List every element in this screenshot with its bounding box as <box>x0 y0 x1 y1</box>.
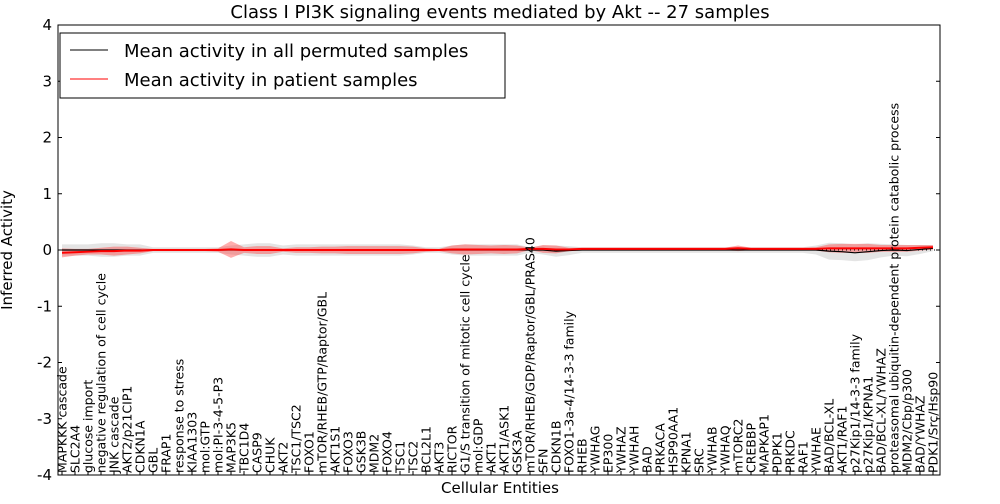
y-tick-label: -2 <box>37 354 52 372</box>
x-tick-label: CHUK <box>263 437 278 473</box>
x-tick-label: TSC1/TSC2 <box>289 404 304 474</box>
x-tick-label: AKT2/p21CIP1 <box>120 386 135 473</box>
x-tick-label: RICTOR <box>445 425 460 473</box>
x-tick-label: GSK3B <box>354 431 369 473</box>
x-tick-label: PDPK1 <box>770 432 785 473</box>
x-tick-label: AKT1 <box>484 442 499 473</box>
y-axis-label: Inferred Activity <box>0 190 16 310</box>
plot-frame <box>57 24 941 476</box>
legend: Mean activity in all permuted samples Me… <box>59 32 506 99</box>
x-tick-label: CASP9 <box>250 432 265 473</box>
x-tick-label: mTOR/RHEB/GDP/Raptor/GBL/PRAS40 <box>523 237 538 473</box>
x-tick-label: TBC1D4 <box>237 423 252 474</box>
x-tick-label: p27Kip1/KPNA1 <box>861 376 876 473</box>
x-tick-label: CREBBP <box>744 423 759 473</box>
x-tick-label: SRC <box>692 448 707 473</box>
y-tick-label: -1 <box>37 297 52 315</box>
y-tick-label: 3 <box>42 72 52 90</box>
x-tick-label: AKT1/RAF1 <box>835 406 850 473</box>
x-tick-label: RAF1 <box>796 441 811 473</box>
x-tick-label: YWHAE <box>809 427 824 474</box>
x-tick-label: MAPKAP1 <box>757 414 772 473</box>
x-tick-label: TSC2 <box>406 441 421 474</box>
series-line-patient <box>61 246 934 254</box>
x-tick-label: mol:GTP <box>198 421 213 473</box>
legend-label-patient: Mean activity in patient samples <box>124 70 418 91</box>
y-tick-label: 0 <box>42 241 52 259</box>
x-tick-label: YWHAZ <box>614 426 629 474</box>
x-tick-label: SLC2A4 <box>68 425 83 473</box>
x-tick-label: mol:PI-3-4-5-P3 <box>211 377 226 473</box>
x-tick-label: FRAP1 <box>159 434 174 473</box>
legend-label-permuted: Mean activity in all permuted samples <box>124 41 468 62</box>
x-tick-label: proteasomal ubiquitin-dependent protein … <box>887 103 902 473</box>
x-tick-label: mol:GDP <box>471 418 486 473</box>
x-tick-label: BAD <box>640 446 655 473</box>
x-tick-label: GSK3A <box>510 430 525 473</box>
x-tick-label: MAP3K5 <box>224 422 239 473</box>
x-tick-label: BCL2L1 <box>419 426 434 473</box>
x-tick-label: G1/S transition of mitotic cell cycle <box>458 254 473 473</box>
x-tick-label: KPNA1 <box>679 431 694 473</box>
x-tick-label: TSC1 <box>393 441 408 474</box>
y-tick-label: 1 <box>42 185 52 203</box>
chart-title: Class I PI3K signaling events mediated b… <box>230 2 769 23</box>
x-tick-label: MDM2/Cbp/p300 <box>900 369 915 473</box>
x-tick-label: AKT2 <box>276 442 291 473</box>
x-tick-label: mTOR/RHEB/GTP/Raptor/GBL <box>315 292 330 473</box>
x-tick-label: PRKDC <box>783 430 798 473</box>
y-tick-label: -3 <box>37 410 52 428</box>
x-tick-label: YWHAB <box>705 426 720 474</box>
x-tick-label: AKT1S1 <box>328 426 343 473</box>
x-tick-label: YWHAQ <box>718 425 733 474</box>
x-tick-label: YWHAG <box>588 426 603 474</box>
x-axis-label: Cellular Entities <box>441 479 559 497</box>
x-tick-label: CDKN1B <box>549 421 564 473</box>
x-tick-label: HSP90AA1 <box>666 407 681 473</box>
x-tick-label: KIAA1303 <box>185 412 200 473</box>
x-tick-label: AKT1/ASK1 <box>497 405 512 473</box>
x-tick-label: RHEB <box>575 438 590 473</box>
y-tick-label: 4 <box>42 16 52 34</box>
x-tick-label: BAD/BCL-XL <box>822 399 837 473</box>
x-tick-label: FOXO1 <box>302 431 317 473</box>
x-tick-label: negative regulation of cell cycle <box>94 273 109 473</box>
x-tick-label: JNK cascade <box>107 396 122 474</box>
x-tick-label: EP300 <box>601 434 616 473</box>
x-tick-label: SFN <box>536 449 551 473</box>
x-tick-label: BAD/YWHAZ <box>913 396 928 473</box>
x-tick-label: AKT3 <box>432 442 447 473</box>
x-tick-label: mTORC2 <box>731 419 746 473</box>
y-tick-label: 2 <box>42 129 52 147</box>
x-tick-label: response to stress <box>172 359 187 473</box>
x-tick-label: CDKN1A <box>133 420 148 473</box>
x-tick-label: FOXO1-3a-4/14-3-3 family <box>562 310 577 473</box>
x-tick-label: PRKACA <box>653 423 668 473</box>
x-tick-label: BAD/BCL-XL/YWHAZ <box>874 348 889 473</box>
x-tick-label: YWHAH <box>627 426 642 474</box>
x-tick-label: MDM2 <box>367 434 382 473</box>
y-tick-label: -4 <box>37 466 52 484</box>
x-tick-label: p27Kip1/14-3-3 family <box>848 333 863 473</box>
legend-box <box>59 32 506 99</box>
x-tick-label: FOXO3 <box>341 431 356 473</box>
x-tick-label: FOXO4 <box>380 431 395 473</box>
x-tick-label: PDK1/Src/Hsp90 <box>926 372 941 473</box>
band-permuted <box>62 242 933 262</box>
x-tick-label: GBL <box>146 448 161 473</box>
x-tick-label: glucose import <box>81 380 96 473</box>
